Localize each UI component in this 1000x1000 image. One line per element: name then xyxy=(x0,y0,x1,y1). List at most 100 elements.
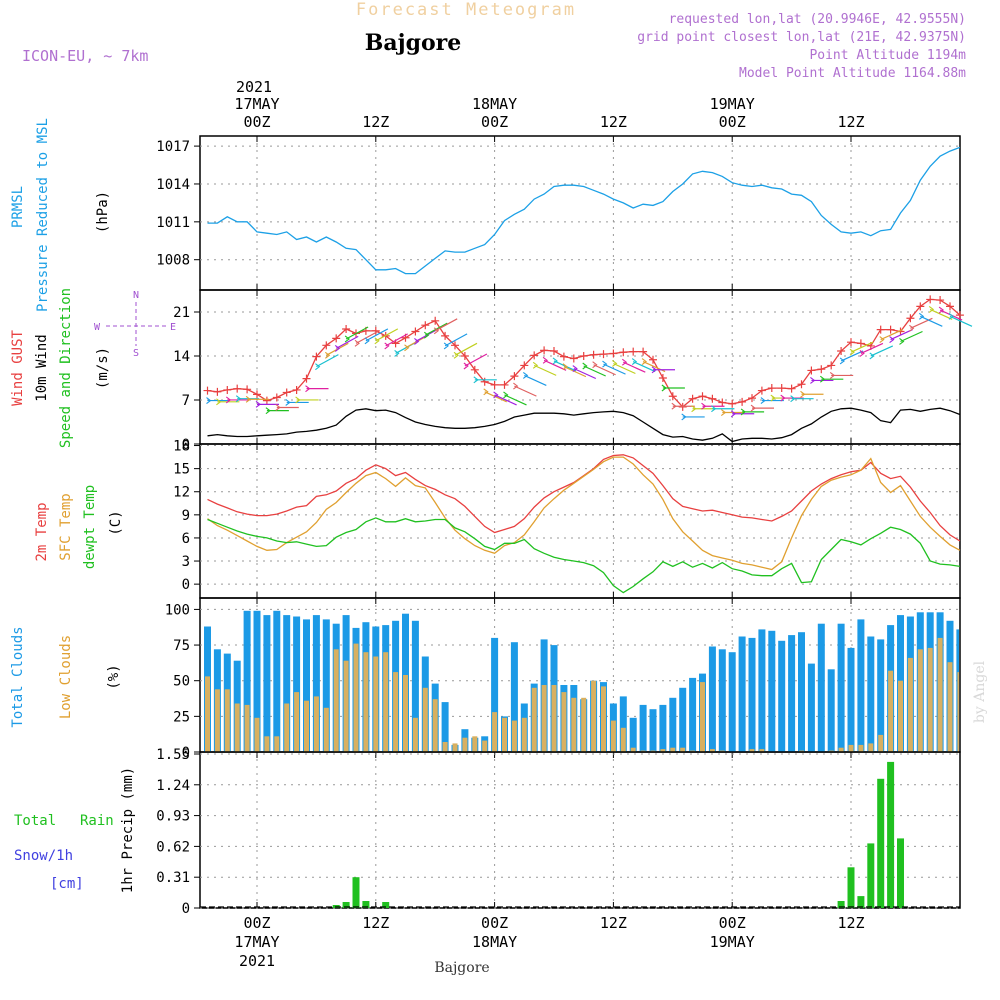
y-tick-label: 0.62 xyxy=(156,839,190,855)
low-bar xyxy=(462,737,468,752)
wind-arrow-head xyxy=(572,365,578,372)
gust-marker xyxy=(312,352,321,361)
low-bar xyxy=(452,743,458,752)
wind-arrow-head xyxy=(918,312,925,320)
dew-line xyxy=(207,517,960,594)
wind-arrow-head xyxy=(750,404,756,412)
credit-watermark: by Angel xyxy=(972,660,988,723)
rain-bar xyxy=(342,902,350,908)
low-bar xyxy=(581,697,587,752)
wind-arrow-head xyxy=(552,357,558,365)
wind-arrow-head xyxy=(720,409,727,416)
wind-arrow xyxy=(929,308,953,320)
rain-label: Rain xyxy=(80,813,114,829)
low-bar xyxy=(363,652,369,752)
low-bar xyxy=(888,670,894,752)
bottom-tick-label: 00Z xyxy=(243,914,270,932)
total-bar xyxy=(877,639,885,752)
gust-marker xyxy=(856,339,865,348)
wind-arrow xyxy=(524,374,547,386)
wind-arrow-head xyxy=(532,361,539,369)
y-tick-label: 3 xyxy=(182,554,190,570)
wind-arrow-head xyxy=(562,363,568,371)
low-bar xyxy=(907,657,913,752)
y-tick-label: 12 xyxy=(173,485,190,501)
total-bar xyxy=(491,637,499,752)
location-title: Bajgore xyxy=(365,30,461,56)
wind-arrow-head xyxy=(948,312,954,320)
wind-labels: Wind GUST 10m Wind Speed and Direction (… xyxy=(10,288,176,448)
gust-marker xyxy=(876,325,885,334)
y-tick-label: 0.93 xyxy=(156,809,190,825)
gust-marker xyxy=(649,355,657,364)
low-bar xyxy=(254,717,260,752)
wind-arrow-head xyxy=(374,337,380,345)
gust-marker xyxy=(599,350,608,359)
low-bar xyxy=(224,689,230,752)
gust-marker xyxy=(233,384,242,393)
wind-arrow-head xyxy=(206,397,212,405)
gust-marker xyxy=(698,392,707,401)
wind-arrow-head xyxy=(938,306,945,314)
wind-arrow-head xyxy=(740,408,747,416)
wind-arrow xyxy=(415,328,438,343)
rain-bar xyxy=(877,778,885,908)
wind-arrow-head xyxy=(334,344,341,352)
wind-arrow-head xyxy=(473,376,479,384)
wind-arrow-head xyxy=(354,339,360,347)
low-bar xyxy=(610,720,616,752)
gust-marker xyxy=(272,393,281,402)
wind-arrow-head xyxy=(899,338,905,345)
total-bar xyxy=(629,717,637,752)
precip-unit: 1hr Precip (mm) xyxy=(120,767,136,893)
gust-marker xyxy=(847,338,855,347)
snow-label: Snow/1h xyxy=(14,848,73,864)
dew-label: dewpt Temp xyxy=(82,485,98,569)
gust-marker xyxy=(530,351,539,360)
wind-arrow xyxy=(355,330,379,344)
wind-arrow-head xyxy=(691,405,697,413)
gust-marker xyxy=(688,394,697,403)
gust-marker xyxy=(520,361,529,370)
total-bar xyxy=(273,610,281,752)
wind-arrow-head xyxy=(414,338,420,345)
y-tick-label: 14 xyxy=(173,349,190,365)
wind-arrow-head xyxy=(364,337,370,345)
compass-s: S xyxy=(133,348,139,359)
wind-arrow xyxy=(603,363,626,375)
wind-arrow-head xyxy=(770,394,776,402)
total-bar xyxy=(293,616,301,752)
wind-direction-label: Speed and Direction xyxy=(58,288,74,448)
gust-marker xyxy=(916,302,925,311)
wind-arrow-head xyxy=(631,358,638,366)
wind-arrow xyxy=(623,361,646,373)
wind-arrow xyxy=(583,365,606,377)
wind-arrow xyxy=(504,394,527,406)
wind-arrow-head xyxy=(275,404,281,411)
y-tick-label: 1011 xyxy=(156,215,190,231)
model-label: ICON-EU, ~ 7km xyxy=(22,47,148,65)
clouds-panel: 0 25 50 75 100 xyxy=(165,597,961,761)
low-bar xyxy=(947,662,953,752)
low-bar xyxy=(274,736,280,752)
y-tick-label: 0 xyxy=(182,745,190,761)
wind-arrow-head xyxy=(265,407,271,415)
wind-arrow xyxy=(464,353,488,367)
y-tick-label: 1017 xyxy=(156,139,190,155)
total-bar xyxy=(441,702,449,752)
total-bar xyxy=(798,632,805,752)
wind-arrow xyxy=(454,342,478,356)
y-tick-label: 6 xyxy=(182,531,190,547)
wind-arrow xyxy=(880,329,903,341)
low-bar xyxy=(571,697,577,752)
wind-arrow-head xyxy=(592,361,598,369)
wind-arrow-head xyxy=(641,358,648,366)
wind-arrow-head xyxy=(344,335,351,343)
gust-marker xyxy=(757,386,766,395)
total-bar xyxy=(708,646,716,752)
wind-arrow-head xyxy=(730,410,737,418)
gust-marker xyxy=(332,334,341,343)
gust-marker xyxy=(540,346,549,355)
wind-arrow-head xyxy=(315,363,321,371)
temp2m-label: 2m Temp xyxy=(34,502,50,561)
